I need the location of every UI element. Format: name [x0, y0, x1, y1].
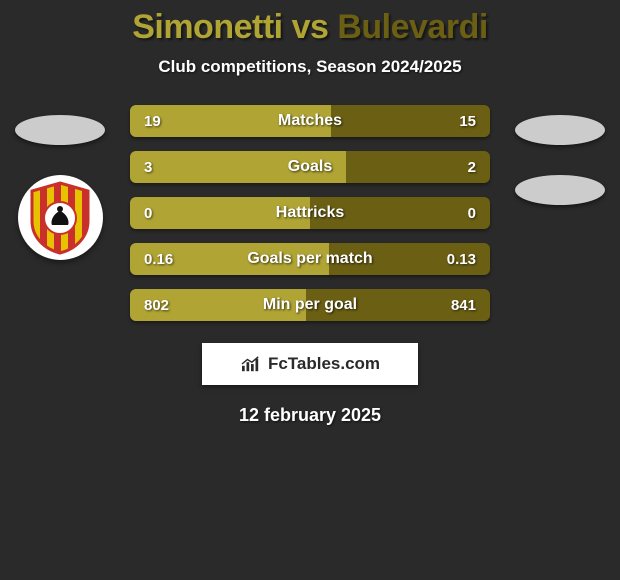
- bar-label: Min per goal: [263, 296, 357, 314]
- player1-photo-placeholder: [15, 115, 105, 145]
- player2-photo-placeholder: [515, 115, 605, 145]
- stat-bar: 0.16 Goals per match 0.13: [130, 243, 490, 275]
- bar-text: 0 Hattricks 0: [130, 197, 490, 229]
- bar-right-value: 15: [459, 113, 476, 130]
- player1-club-crest: [18, 175, 103, 260]
- bar-text: 19 Matches 15: [130, 105, 490, 137]
- bar-text: 3 Goals 2: [130, 151, 490, 183]
- brand-text: FcTables.com: [268, 354, 380, 374]
- bar-right-value: 2: [468, 159, 476, 176]
- title: Simonetti vs Bulevardi: [0, 8, 620, 47]
- bar-left-value: 0: [144, 205, 152, 222]
- player1-name: Simonetti: [132, 8, 282, 46]
- player2-name: Bulevardi: [337, 8, 487, 46]
- stat-bars: 19 Matches 15 3 Goals 2 0 Hattricks 0 0.16 Goals p…: [120, 105, 500, 321]
- right-side-col: [500, 105, 620, 205]
- bar-text: 0.16 Goals per match 0.13: [130, 243, 490, 275]
- bar-label: Matches: [278, 112, 342, 130]
- bar-label: Hattricks: [276, 204, 344, 222]
- crest-icon: [26, 181, 94, 255]
- bar-left-value: 3: [144, 159, 152, 176]
- comparison-card: Simonetti vs Bulevardi Club competitions…: [0, 0, 620, 426]
- bar-right-value: 0.13: [447, 251, 476, 268]
- brand-badge: FcTables.com: [202, 343, 418, 385]
- bar-label: Goals: [288, 158, 332, 176]
- stat-bar: 19 Matches 15: [130, 105, 490, 137]
- date: 12 february 2025: [0, 405, 620, 426]
- stat-bar: 802 Min per goal 841: [130, 289, 490, 321]
- bar-right-value: 841: [451, 297, 476, 314]
- bar-text: 802 Min per goal 841: [130, 289, 490, 321]
- subtitle: Club competitions, Season 2024/2025: [0, 57, 620, 77]
- bar-left-value: 0.16: [144, 251, 173, 268]
- bar-right-value: 0: [468, 205, 476, 222]
- bar-left-value: 802: [144, 297, 169, 314]
- player2-club-placeholder: [515, 175, 605, 205]
- stat-bar: 0 Hattricks 0: [130, 197, 490, 229]
- stat-bar: 3 Goals 2: [130, 151, 490, 183]
- body-row: 19 Matches 15 3 Goals 2 0 Hattricks 0 0.16 Goals p…: [0, 105, 620, 321]
- bar-left-value: 19: [144, 113, 161, 130]
- title-vs: vs: [292, 8, 329, 46]
- left-side-col: [0, 105, 120, 260]
- chart-icon: [240, 355, 262, 373]
- bar-label: Goals per match: [247, 250, 372, 268]
